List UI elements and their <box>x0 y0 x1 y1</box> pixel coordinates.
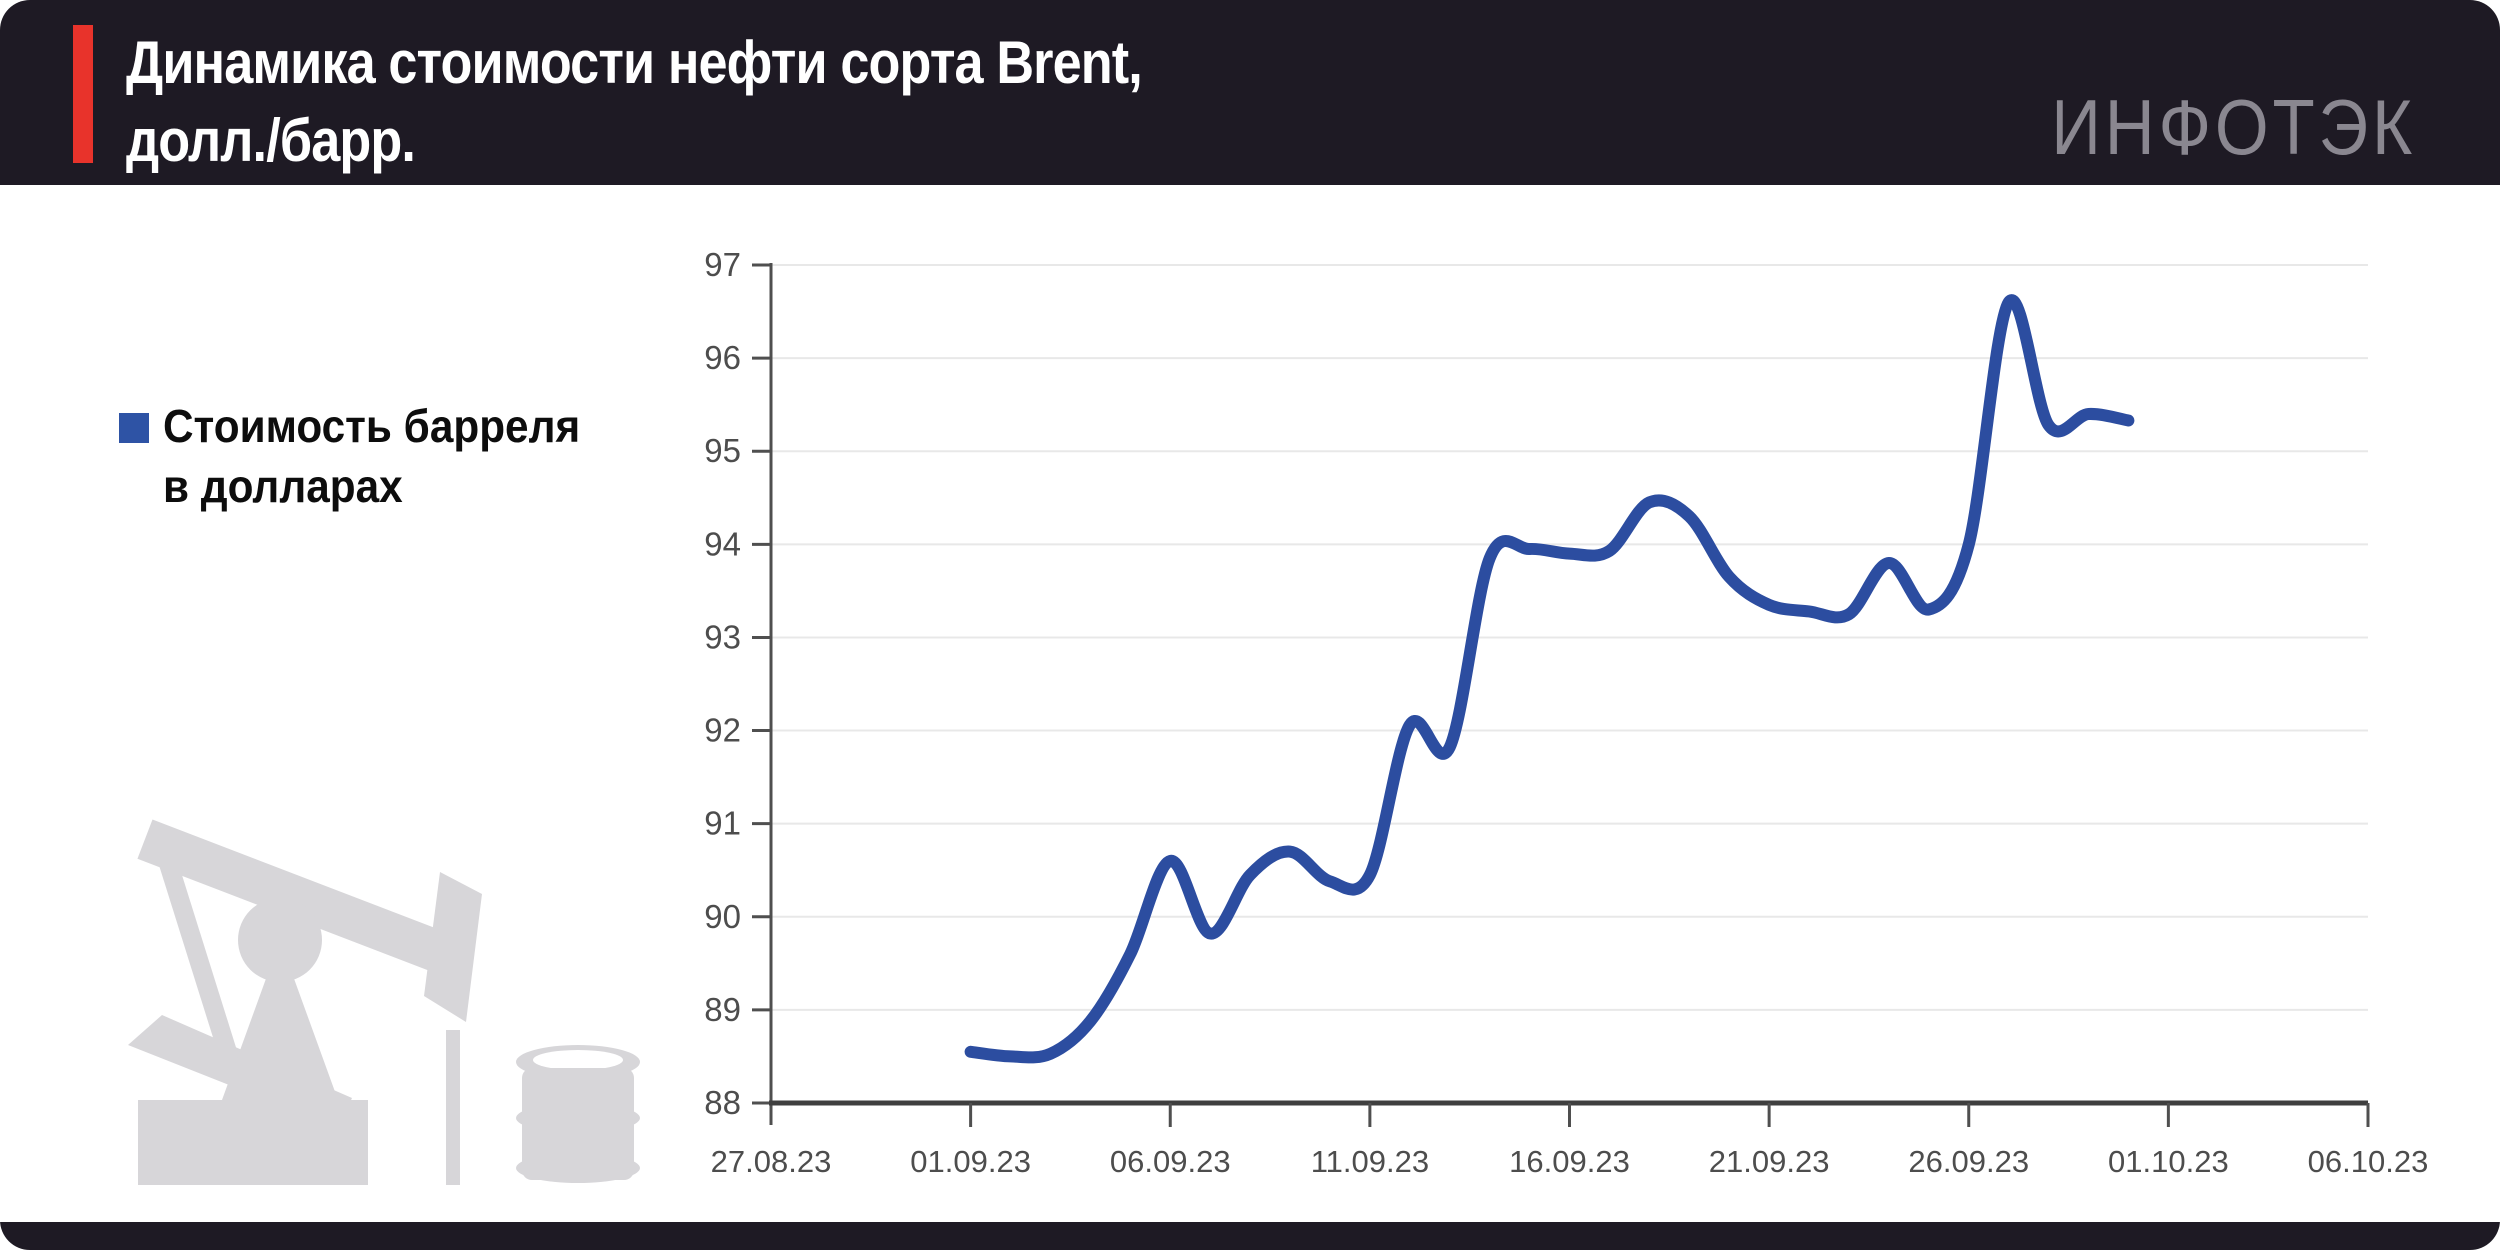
y-tick-label: 95 <box>704 432 741 469</box>
y-tick-label: 96 <box>704 339 741 376</box>
y-tick-label: 97 <box>704 246 741 283</box>
x-tick-label: 16.09.23 <box>1509 1144 1630 1179</box>
y-tick-label: 89 <box>704 991 741 1028</box>
x-tick-label: 26.09.23 <box>1908 1144 2029 1179</box>
title-line1: Динамика стоимости нефти сорта Brent, <box>126 29 1143 96</box>
red-accent-bar <box>73 25 93 163</box>
pumpjack-icon <box>128 819 482 1185</box>
legend-swatch <box>119 413 149 443</box>
x-tick-label: 06.09.23 <box>1110 1144 1231 1179</box>
title-line2: долл./барр. <box>126 107 416 174</box>
y-tick-label: 93 <box>704 618 741 655</box>
x-tick-label: 01.10.23 <box>2108 1144 2229 1179</box>
y-tick-label: 91 <box>704 805 741 842</box>
page-title: Динамика стоимости нефти сорта Brent, до… <box>126 24 1143 180</box>
y-tick-label: 88 <box>704 1084 741 1121</box>
x-tick-label: 11.09.23 <box>1311 1144 1429 1179</box>
legend-label: Стоимость барреля в долларах <box>163 396 580 516</box>
y-tick-label: 92 <box>704 712 741 749</box>
y-tick-label: 90 <box>704 898 741 935</box>
x-tick-label: 21.09.23 <box>1709 1144 1830 1179</box>
legend-label-line1: Стоимость барреля <box>163 400 581 452</box>
header: Динамика стоимости нефти сорта Brent, до… <box>0 0 2500 185</box>
price-line <box>964 294 2135 1064</box>
x-tick-label: 27.08.23 <box>711 1144 832 1179</box>
x-tick-label: 01.09.23 <box>910 1144 1031 1179</box>
x-tick-label: 06.10.23 <box>2308 1144 2429 1179</box>
y-tick-label: 94 <box>704 525 741 562</box>
oil-barrel-icon <box>516 1045 640 1183</box>
infotek-logo: ИНФОТЭК <box>2051 85 2416 172</box>
legend-label-line2: в долларах <box>163 460 403 512</box>
footer-band <box>0 1222 2500 1250</box>
